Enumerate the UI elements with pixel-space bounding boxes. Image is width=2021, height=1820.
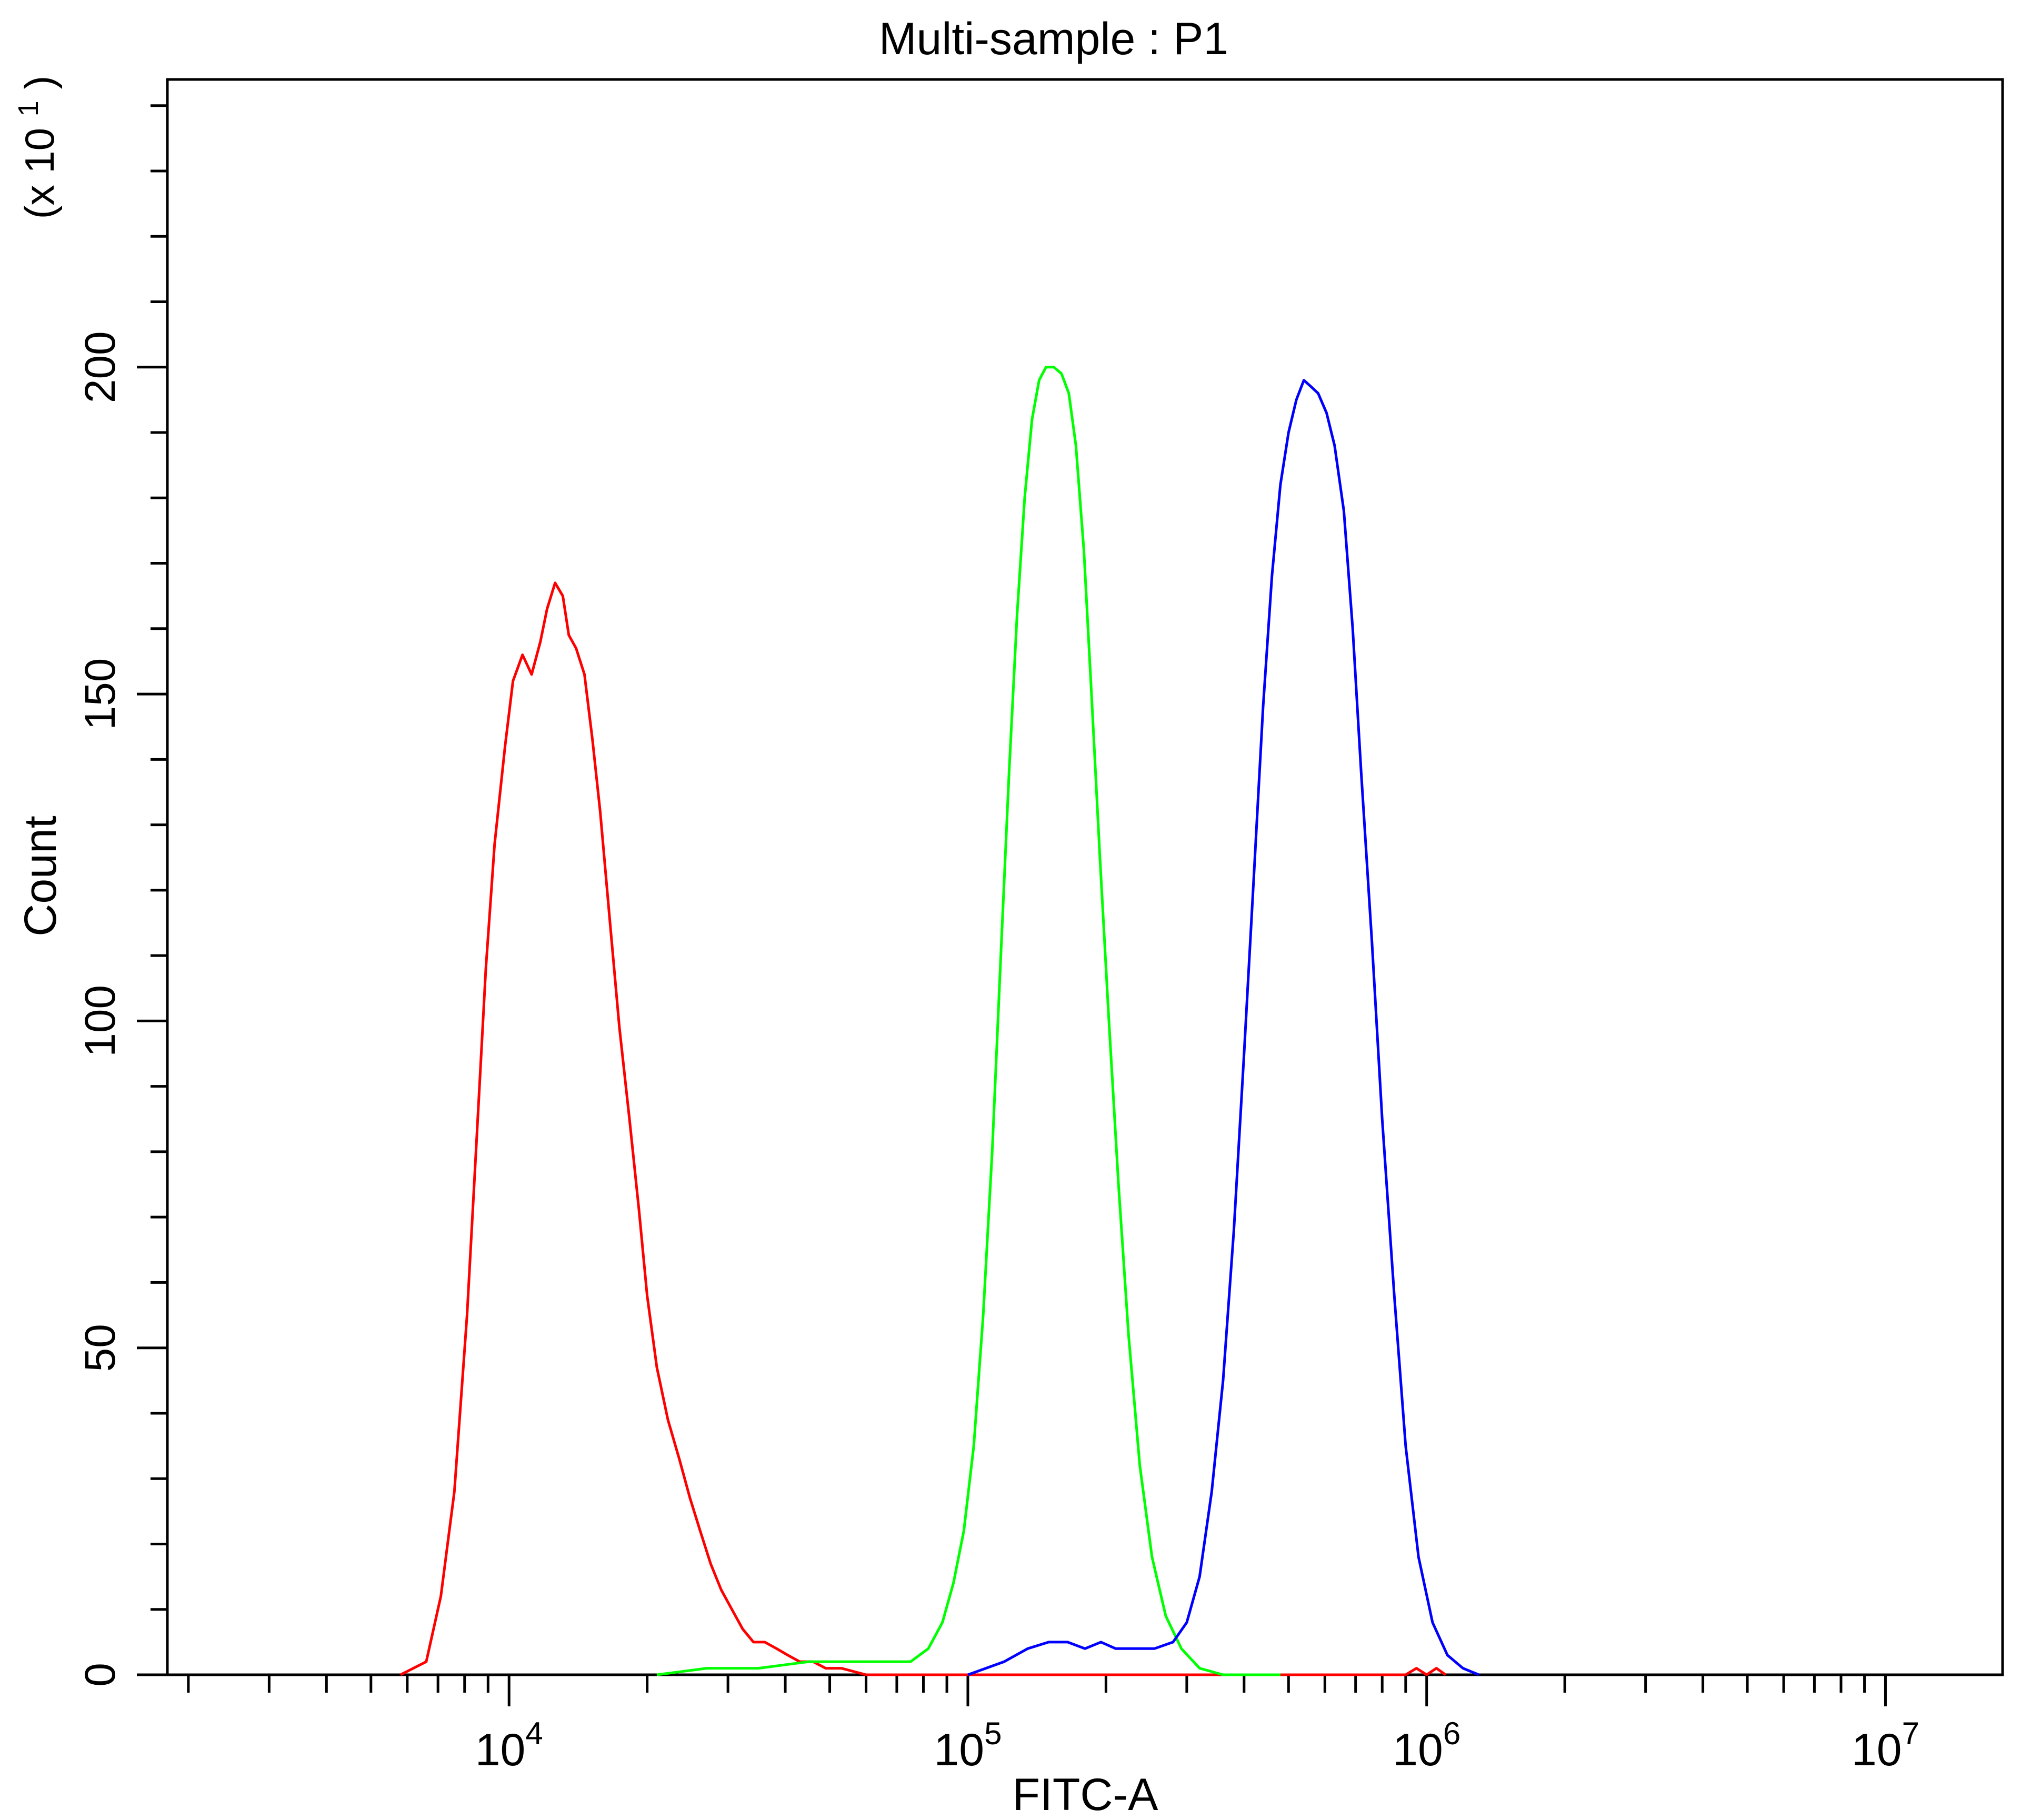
x-tick-label: 107	[1852, 1716, 1919, 1775]
plot-frame	[166, 78, 2004, 1676]
y-multiplier-exponent: 1	[13, 100, 44, 116]
y-tick-label: 0	[76, 1663, 124, 1687]
x-tick-label: 106	[1393, 1716, 1460, 1775]
y-axis-ticks	[137, 104, 167, 1676]
x-axis-tick-labels: 104 105 106 107	[475, 1716, 1919, 1775]
x-tick-exponent: 7	[1902, 1716, 1919, 1751]
chart-title: Multi-sample : P1	[879, 14, 1228, 64]
histogram-series	[399, 366, 1479, 1676]
x-axis-label: FITC-A	[1012, 1769, 1158, 1820]
y-multiplier-close: )	[16, 76, 63, 89]
y-multiplier-text: (x 10	[16, 128, 63, 219]
y-axis-label: Count	[15, 816, 66, 937]
x-tick-base: 10	[1393, 1725, 1443, 1775]
x-tick-label: 105	[934, 1716, 1002, 1775]
histogram-series-1-line	[399, 581, 1447, 1676]
y-tick-label: 50	[76, 1324, 124, 1372]
x-tick-base: 10	[1852, 1725, 1902, 1775]
y-axis-multiplier: (x 10 1 )	[1, 76, 63, 219]
y-tick-label: 200	[76, 331, 124, 403]
y-tick-label: 150	[76, 658, 124, 730]
histogram-series-3-line	[967, 379, 1479, 1676]
y-tick-label: 100	[76, 985, 124, 1057]
histogram-series-2-line	[656, 366, 1280, 1676]
x-tick-exponent: 5	[984, 1716, 1002, 1751]
x-tick-base: 10	[934, 1725, 984, 1775]
y-axis-tick-labels: 0 50 100 150 200	[76, 331, 124, 1686]
x-tick-base: 10	[475, 1725, 526, 1775]
x-tick-label: 104	[475, 1716, 543, 1775]
x-tick-exponent: 6	[1443, 1716, 1460, 1751]
x-tick-exponent: 4	[525, 1716, 543, 1751]
x-axis-ticks	[187, 1675, 1887, 1706]
